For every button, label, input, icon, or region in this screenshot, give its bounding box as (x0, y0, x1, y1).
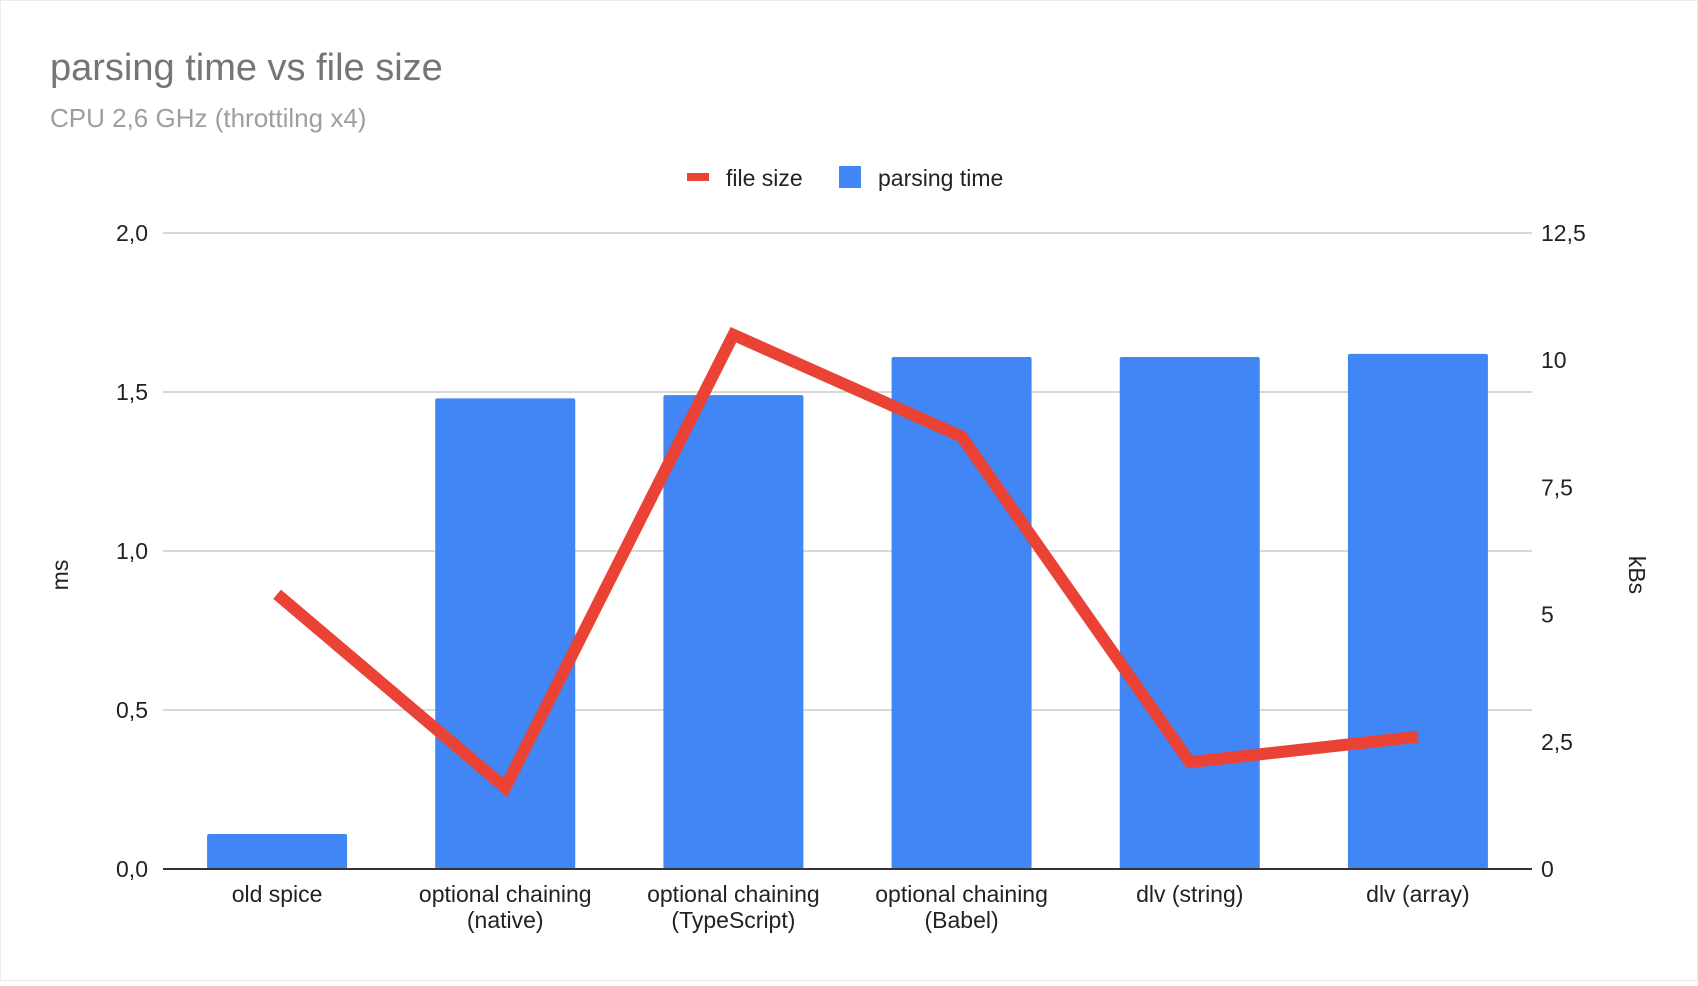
bar-parsing-time (1119, 357, 1260, 869)
right-axis-tick-label: 0 (1541, 856, 1554, 882)
bar-parsing-time (663, 395, 804, 869)
x-axis-tick-label: (TypeScript) (671, 907, 795, 933)
line-file-size (273, 326, 1419, 798)
x-axis-tick-label: optional chaining (419, 881, 592, 907)
left-axis-tick-label: 1,5 (116, 379, 148, 405)
x-axis-tick-label: dlv (array) (1366, 881, 1470, 907)
x-axis-tick-label: old spice (232, 881, 323, 907)
chart-title: parsing time vs file size (50, 47, 443, 89)
bar-parsing-time (1347, 353, 1488, 870)
left-axis-tick-label: 0,5 (116, 697, 148, 723)
x-axis-tick-label: (Babel) (925, 907, 999, 933)
right-axis-tick-label: 2,5 (1541, 729, 1573, 755)
right-axis-tick-label: 10 (1541, 347, 1567, 373)
legend: file size parsing time (687, 165, 1003, 191)
legend-swatch-parsing-time (839, 166, 861, 188)
legend-label-file-size: file size (726, 165, 803, 191)
x-axis-tick-label: optional chaining (875, 881, 1048, 907)
bar-parsing-time (435, 398, 576, 869)
left-axis: 0,0 0,5 1,0 1,5 2,0 (116, 220, 148, 882)
x-axis-tick-label: (native) (467, 907, 544, 933)
chart-subtitle: CPU 2,6 GHz (throttilng x4) (50, 103, 366, 133)
x-axis-tick-label: optional chaining (647, 881, 820, 907)
left-axis-tick-label: 0,0 (116, 856, 148, 882)
x-axis: old spice optional chaining(native)option… (163, 868, 1532, 933)
right-axis-title: kBs (1624, 556, 1650, 594)
right-axis-tick-label: 5 (1541, 602, 1554, 628)
left-axis-tick-label: 1,0 (116, 538, 148, 564)
left-axis-tick-label: 2,0 (116, 220, 148, 246)
right-axis: 0 2,5 5 7,5 10 12,5 (1541, 220, 1586, 882)
x-axis-tick-label: dlv (string) (1136, 881, 1243, 907)
bar-parsing-time (207, 834, 348, 869)
line-series (273, 326, 1419, 798)
left-axis-title: ms (47, 560, 73, 591)
right-axis-tick-label: 7,5 (1541, 474, 1573, 500)
legend-label-parsing-time: parsing time (878, 165, 1003, 191)
right-axis-tick-label: 12,5 (1541, 220, 1586, 246)
